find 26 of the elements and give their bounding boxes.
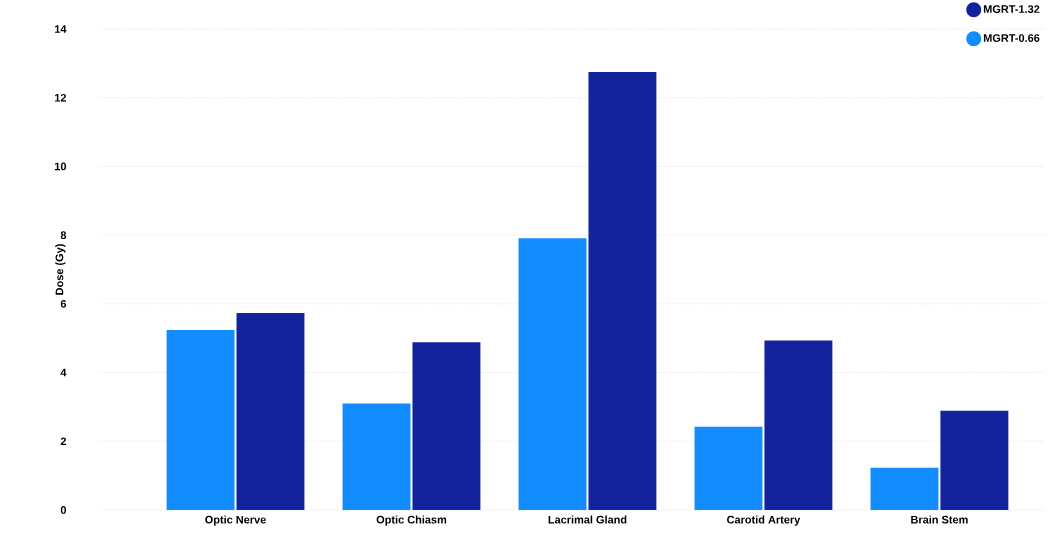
legend-label: MGRT-0.66 bbox=[983, 34, 1040, 42]
x-tick-label: Optic Nerve bbox=[205, 515, 266, 526]
legend-label: MGRT-1.32 bbox=[983, 5, 1040, 13]
x-tick-label: Brain Stem bbox=[911, 515, 968, 524]
bar bbox=[588, 71, 657, 510]
x-tick-label: Lacrimal Gland bbox=[548, 515, 627, 524]
y-axis-title: Dose (Gy) bbox=[55, 244, 66, 295]
y-tick-label: 10 bbox=[54, 162, 67, 171]
y-tick-label: 12 bbox=[54, 93, 67, 102]
y-tick-label: 4 bbox=[60, 368, 67, 377]
y-tick-label: 8 bbox=[60, 231, 67, 240]
y-tick-label: 0 bbox=[60, 506, 67, 514]
bar bbox=[166, 329, 235, 510]
y-tick-label: 2 bbox=[60, 437, 67, 446]
y-tick-label: 14 bbox=[54, 25, 67, 33]
bar bbox=[236, 313, 305, 510]
bar bbox=[518, 238, 587, 510]
bar bbox=[694, 426, 763, 510]
x-tick-label: Carotid Artery bbox=[727, 515, 801, 526]
bar bbox=[870, 467, 939, 510]
bar bbox=[940, 410, 1009, 510]
bar bbox=[342, 403, 411, 510]
x-tick-label: Optic Chiasm bbox=[376, 515, 447, 526]
bar bbox=[764, 340, 833, 510]
bar bbox=[412, 342, 481, 510]
y-tick-label: 6 bbox=[60, 299, 67, 308]
